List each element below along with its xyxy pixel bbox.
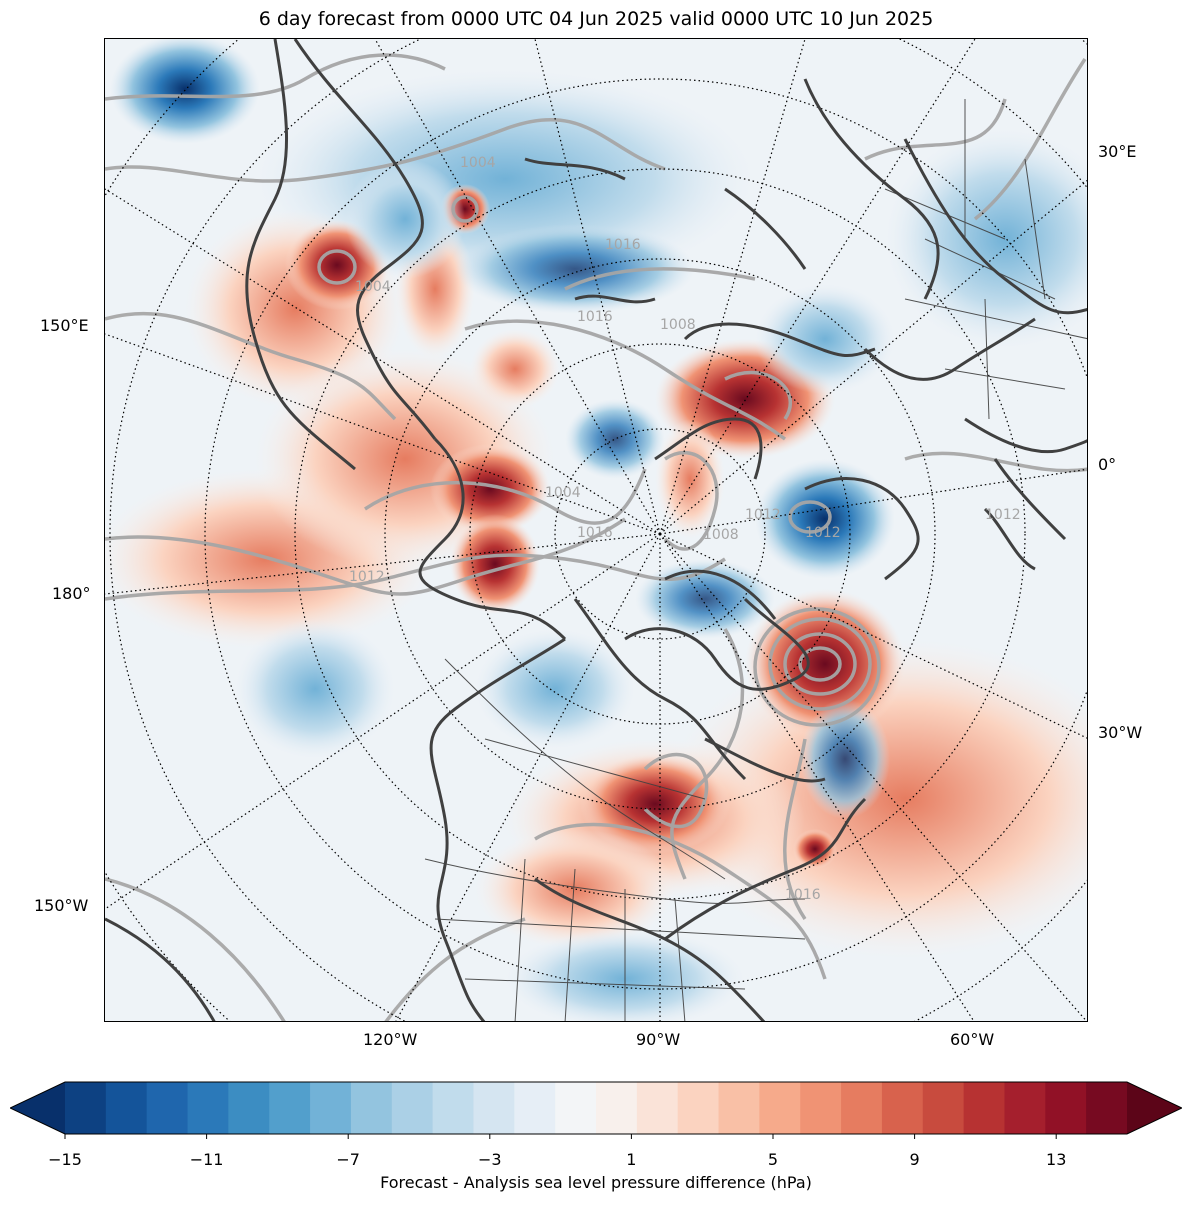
lon-label-150w: 150°W bbox=[34, 896, 89, 915]
colorbar-swatch bbox=[269, 1082, 311, 1134]
lon-label-180: 180° bbox=[52, 584, 91, 603]
colorbar-swatch bbox=[473, 1082, 515, 1134]
isobar-label: 1012 bbox=[985, 507, 1021, 523]
colorbar-swatch bbox=[350, 1082, 393, 1134]
isobar-label: 1008 bbox=[703, 527, 739, 543]
colorbar-tick-label: 9 bbox=[909, 1150, 920, 1169]
colorbar-swatch bbox=[432, 1082, 475, 1134]
isobar-label: 1016 bbox=[577, 309, 613, 325]
isobar-label: 1012 bbox=[349, 569, 385, 585]
lon-label-90w: 90°W bbox=[636, 1030, 681, 1049]
isobar-contours bbox=[105, 53, 1087, 1021]
isobar-label: 1016 bbox=[577, 525, 613, 541]
colorbar-swatch bbox=[963, 1082, 1006, 1134]
colorbar-swatch bbox=[105, 1082, 148, 1134]
colorbar-swatch bbox=[596, 1082, 638, 1134]
lon-label-150e: 150°E bbox=[40, 316, 89, 335]
isobar-label: 1016 bbox=[785, 887, 821, 903]
colorbar-tick-label: −11 bbox=[189, 1150, 224, 1169]
colorbar-swatch bbox=[718, 1082, 760, 1134]
colorbar-tick-label: 13 bbox=[1046, 1150, 1067, 1169]
colorbar-label: Forecast - Analysis sea level pressure d… bbox=[380, 1173, 812, 1192]
colorbar-extend-high bbox=[1127, 1082, 1182, 1134]
colorbar-swatch bbox=[146, 1082, 189, 1134]
colorbar-swatch bbox=[800, 1082, 842, 1134]
isobar-label: 1004 bbox=[355, 279, 391, 295]
colorbar-swatch bbox=[1086, 1082, 1128, 1134]
colorbar-swatch bbox=[841, 1082, 883, 1134]
isobar-label: 1012 bbox=[805, 525, 841, 541]
colorbar-tick-label: −15 bbox=[48, 1150, 82, 1169]
coastlines bbox=[105, 39, 1087, 1021]
lon-label-30e: 30°E bbox=[1098, 142, 1137, 161]
isobar-label: 1004 bbox=[460, 155, 496, 171]
political-boundaries bbox=[424, 99, 1087, 1021]
lon-label-0: 0° bbox=[1098, 455, 1117, 474]
colorbar-swatch bbox=[391, 1082, 434, 1134]
colorbar bbox=[10, 1081, 1182, 1139]
colorbar-swatch bbox=[636, 1082, 679, 1134]
colorbar-swatch bbox=[881, 1082, 924, 1134]
colorbar-swatch bbox=[555, 1082, 597, 1134]
colorbar-tick-label: −7 bbox=[336, 1150, 360, 1169]
colorbar-swatch bbox=[1045, 1082, 1087, 1134]
isobar-labels: 1016 1004 1016 1008 1004 1016 1012 1012 … bbox=[349, 155, 1021, 903]
isobar-label: 1012 bbox=[745, 507, 781, 523]
colorbar-swatch bbox=[1004, 1082, 1046, 1134]
colorbar-tick-label: −3 bbox=[478, 1150, 502, 1169]
colorbar-swatch bbox=[65, 1082, 107, 1134]
isobar-label: 1004 bbox=[545, 485, 581, 501]
colorbar-tick-label: 5 bbox=[767, 1150, 779, 1169]
lon-label-30w: 30°W bbox=[1098, 723, 1143, 742]
isobar-label: 1016 bbox=[605, 237, 641, 253]
polar-stereographic-map: 1016 1004 1016 1008 1004 1016 1012 1012 … bbox=[104, 38, 1088, 1022]
colorbar-swatch bbox=[922, 1082, 965, 1134]
isobar-label: 1008 bbox=[660, 317, 696, 333]
colorbar-extend-low bbox=[10, 1082, 65, 1134]
lon-label-120w: 120°W bbox=[363, 1030, 418, 1049]
figure-title: 6 day forecast from 0000 UTC 04 Jun 2025… bbox=[258, 8, 934, 30]
colorbar-swatch bbox=[228, 1082, 270, 1134]
colorbar-swatch bbox=[759, 1082, 801, 1134]
colorbar-swatch bbox=[187, 1082, 229, 1134]
colorbar-swatch bbox=[514, 1082, 556, 1134]
graticule bbox=[105, 39, 1087, 1021]
colorbar-tick-label: 1 bbox=[626, 1150, 637, 1169]
colorbar-swatch bbox=[677, 1082, 720, 1134]
colorbar-swatch bbox=[310, 1082, 352, 1134]
lon-label-60w: 60°W bbox=[950, 1030, 995, 1049]
